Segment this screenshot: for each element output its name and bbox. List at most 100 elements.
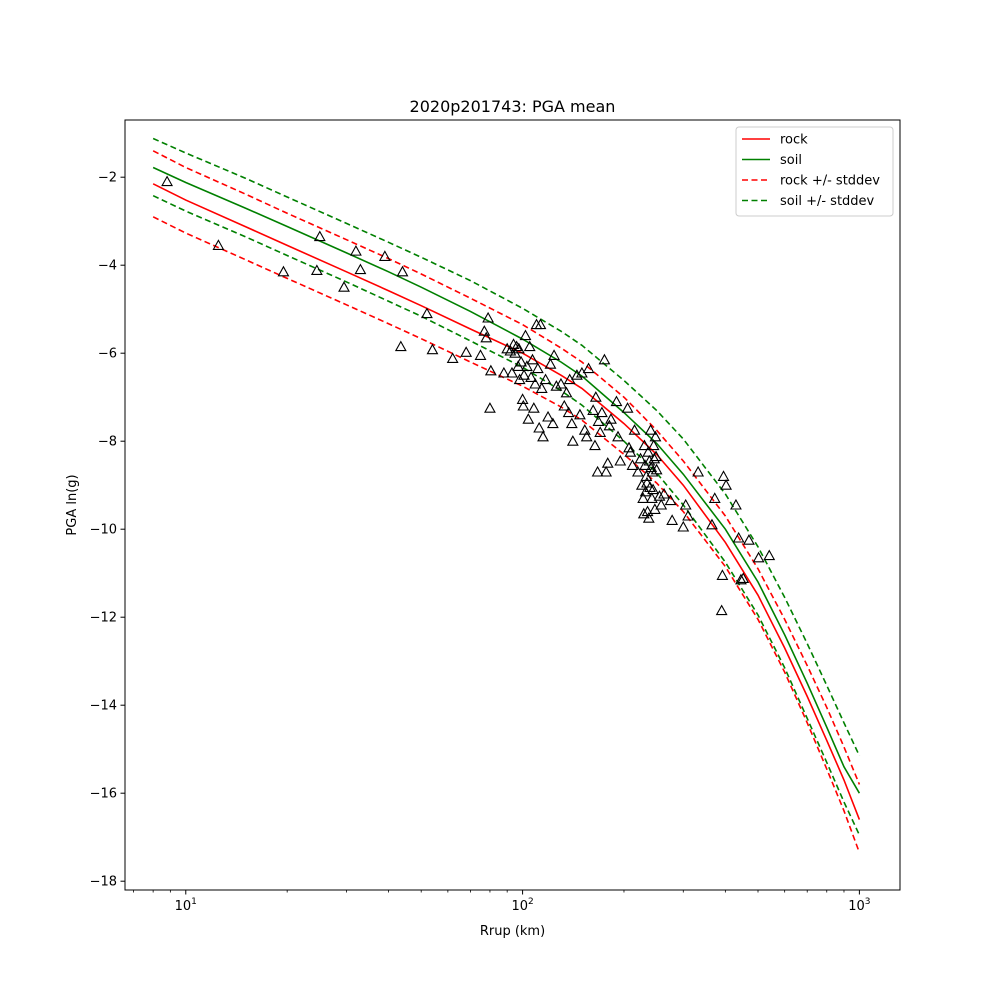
series-lines (152, 137, 861, 853)
observation-point (644, 424, 657, 435)
observation-point (664, 494, 677, 506)
legend-label: soil +/- stddev (780, 194, 875, 209)
observation-point (717, 470, 730, 481)
series-line-2 (152, 150, 861, 785)
observation-point (394, 340, 407, 352)
observation-point (716, 569, 729, 580)
observation-point (692, 465, 705, 477)
observation-point (650, 450, 662, 462)
observation-point (580, 430, 593, 442)
observation-point (523, 340, 536, 352)
observation-point (517, 399, 530, 411)
observation-point (349, 244, 362, 256)
observation-point (522, 413, 535, 424)
y-tick-label: −16 (90, 787, 117, 802)
observation-point (518, 369, 530, 380)
plot-background (125, 120, 900, 890)
observation-point (603, 419, 616, 431)
series-line-5 (152, 194, 861, 836)
observation-point (378, 250, 391, 261)
observation-point (533, 421, 546, 433)
observation-point (589, 391, 602, 402)
series-line-0 (152, 183, 861, 820)
observation-point (426, 343, 439, 355)
observation-point (601, 457, 614, 468)
observation-point (591, 465, 604, 477)
observation-point (570, 369, 583, 380)
observation-point (706, 518, 718, 530)
observation-point (506, 366, 518, 378)
observation-point (631, 465, 644, 477)
observation-point (658, 487, 670, 499)
observation-point (515, 355, 528, 367)
y-tick-label: −6 (98, 347, 117, 362)
observation-point (595, 406, 608, 418)
x-axis-label: Rrup (km) (480, 924, 545, 939)
legend: rock soil rock +/- stddev soil +/- stddev (735, 126, 894, 217)
observation-point (666, 514, 679, 525)
observation-point (484, 364, 497, 376)
observation-point (677, 520, 690, 532)
observation-point (612, 430, 624, 442)
observation-point (752, 551, 765, 563)
y-tick-label: −4 (98, 259, 117, 274)
observation-point (743, 534, 755, 545)
observation-point (510, 340, 523, 352)
observation-point (558, 399, 571, 411)
observation-point (484, 402, 496, 413)
observation-point (623, 441, 635, 453)
observation-point (546, 417, 559, 429)
y-tick-label: −8 (98, 435, 117, 450)
observation-point (526, 353, 539, 365)
legend-label: rock (780, 133, 808, 148)
observation-point (482, 311, 495, 323)
observation-point (555, 377, 567, 389)
observation-point (539, 373, 552, 385)
observation-point (587, 404, 600, 415)
observation-point (682, 509, 695, 521)
observation-point (642, 446, 655, 457)
x-tick-label: 102 (511, 897, 533, 914)
observation-point (610, 395, 623, 407)
observation-point (313, 230, 326, 242)
observation-point (679, 498, 692, 510)
observation-point (605, 413, 617, 424)
observation-point (628, 424, 641, 435)
observation-point (338, 281, 350, 292)
series-line-3 (152, 216, 861, 853)
observation-point (655, 498, 668, 510)
observation-point (531, 362, 544, 374)
observation-point (354, 263, 367, 275)
series-line-4 (152, 137, 861, 757)
observation-point (647, 483, 659, 495)
plot-frame (124, 119, 901, 891)
observation-point (645, 492, 658, 503)
observation-point (460, 346, 473, 357)
y-axis-label: PGA ln(g) (65, 474, 80, 535)
observation-point (614, 454, 627, 466)
y-tick-label: −10 (90, 523, 117, 538)
legend-box (735, 126, 894, 217)
observation-point (566, 435, 579, 446)
observation-point (624, 446, 637, 457)
observation-point (562, 406, 575, 418)
observation-point (600, 465, 613, 477)
y-tick-label: −12 (90, 611, 117, 626)
observation-point (626, 459, 639, 470)
observation-point (637, 507, 650, 519)
observation-point (527, 402, 540, 413)
x-axis: 101 102 103 (133, 890, 871, 914)
y-tick-label: −18 (90, 875, 117, 890)
observation-point (525, 371, 538, 382)
observation-point (535, 382, 548, 393)
observation-point (653, 490, 666, 501)
observation-point (542, 410, 554, 422)
observation-point (594, 426, 607, 437)
observation-point (637, 492, 650, 503)
legend-label: rock +/- stddev (780, 174, 880, 189)
observation-point (544, 358, 557, 369)
observation-point (497, 366, 510, 378)
observation-point (763, 549, 776, 561)
observation-point (480, 331, 493, 343)
